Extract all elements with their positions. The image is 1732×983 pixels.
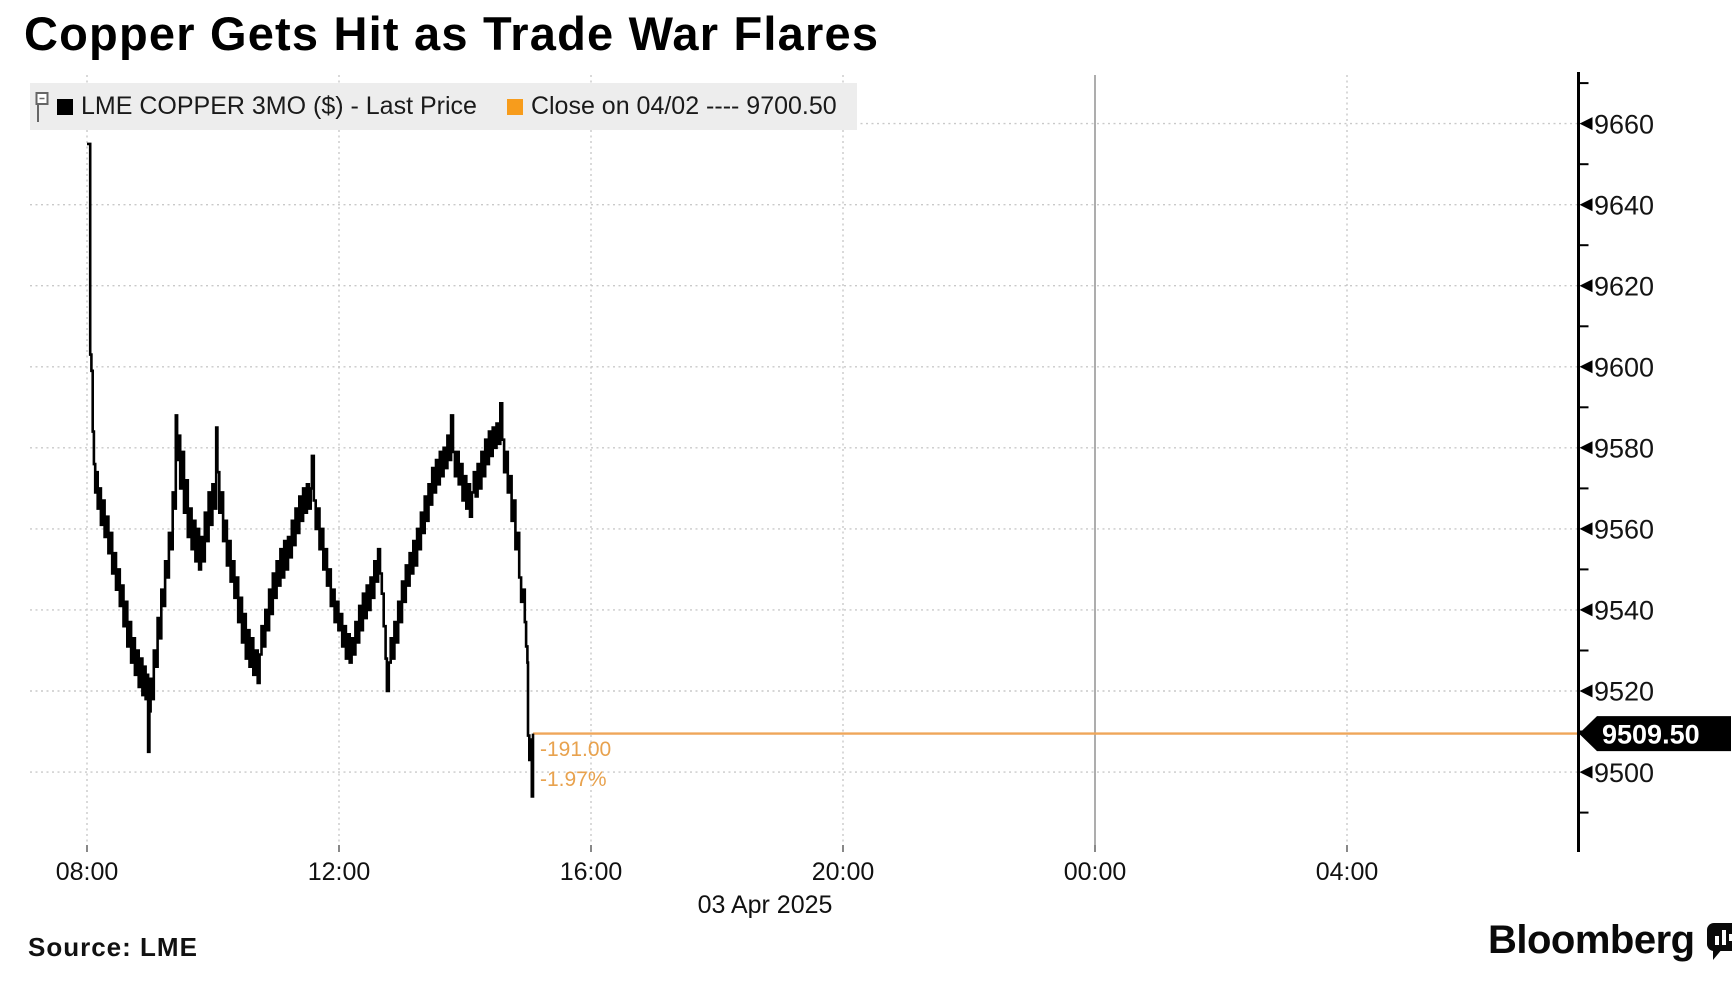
x-tick-label: 12:00: [308, 858, 371, 886]
annotation-pin-icon: [35, 91, 49, 122]
last-price-badge: [1579, 716, 1731, 752]
chart-legend: LME COPPER 3MO ($) - Last Price Close on…: [30, 83, 857, 130]
y-tick-arrow: [1579, 360, 1593, 374]
bloomberg-wordmark: Bloomberg: [1488, 918, 1695, 962]
y-tick-arrow: [1579, 198, 1593, 212]
bloomberg-brand: Bloomberg: [1488, 918, 1732, 963]
x-tick-label: 20:00: [812, 858, 875, 886]
price-line-series: [87, 142, 535, 798]
x-tick-label: 08:00: [56, 858, 119, 886]
legend-swatch-close: [506, 98, 523, 115]
y-tick-label: 9620: [1594, 272, 1654, 302]
y-tick-label: 9580: [1594, 434, 1654, 464]
y-tick-label: 9640: [1594, 190, 1654, 220]
y-tick-arrow: [1579, 684, 1593, 698]
y-tick-label: 9500: [1594, 758, 1654, 788]
y-tick-label: 9560: [1594, 515, 1654, 545]
y-tick-arrow: [1579, 441, 1593, 455]
x-tick-label: 04:00: [1316, 858, 1379, 886]
x-date-label: 03 Apr 2025: [698, 891, 833, 919]
y-tick-arrow: [1579, 522, 1593, 536]
x-tick-label: 00:00: [1064, 858, 1127, 886]
source-label: Source: LME: [28, 932, 198, 962]
legend-label-last-price: LME COPPER 3MO ($) - Last Price: [81, 92, 477, 120]
last-price-badge-label: 9509.50: [1602, 719, 1700, 749]
y-tick-label: 9520: [1594, 677, 1654, 707]
legend-label-close: Close on 04/02 ---- 9700.50: [530, 92, 837, 120]
chart-title: Copper Gets Hit as Trade War Flares: [24, 7, 880, 60]
y-tick-arrow: [1579, 603, 1593, 617]
bloomberg-terminal-icon: [1706, 922, 1732, 960]
y-tick-arrow: [1579, 117, 1593, 131]
y-tick-label: 9660: [1594, 109, 1654, 139]
x-tick-label: 16:00: [560, 858, 623, 886]
y-tick-arrow: [1579, 765, 1593, 779]
y-tick-arrow: [1579, 279, 1593, 293]
y-tick-label: 9600: [1594, 353, 1654, 383]
change-annotation: -191.00: [540, 738, 611, 761]
change-annotation: -1.97%: [540, 768, 607, 791]
legend-swatch-last-price: [57, 98, 73, 115]
y-tick-label: 9540: [1594, 596, 1654, 626]
